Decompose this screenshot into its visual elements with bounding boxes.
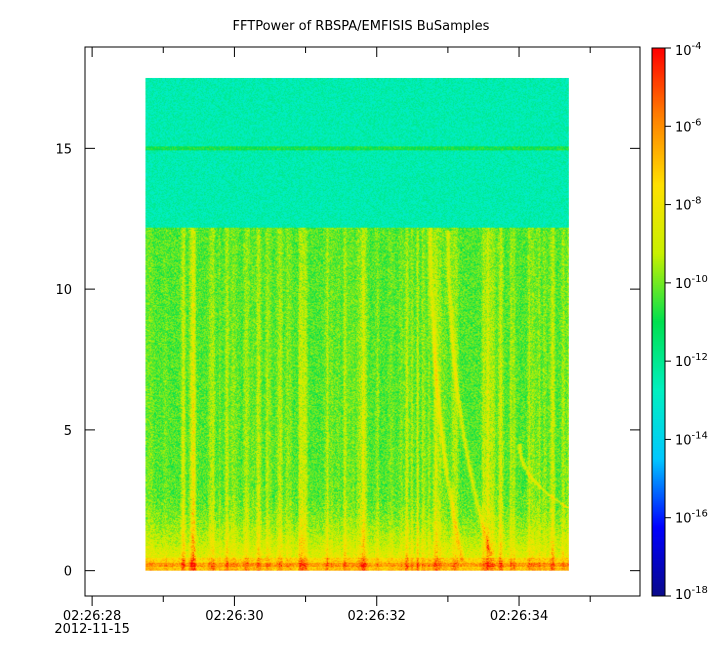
spectrogram-image xyxy=(145,77,569,571)
x-date-label: 2012-11-15 xyxy=(54,622,130,637)
colorbar-tick-label: 10-16 xyxy=(675,509,708,527)
colorbar-axis: 10-4 10-6 10-8 10-10 10-12 10-14 10-16 10-18 xyxy=(665,41,708,603)
y-axis: 0 5 10 15 xyxy=(55,142,640,580)
y-tick-label: 5 xyxy=(64,424,72,439)
y-tick-label: 10 xyxy=(55,283,72,298)
colorbar-tick-label: 10-4 xyxy=(675,41,702,59)
colorbar-image xyxy=(652,48,665,596)
chart-title: FFTPower of RBSPA/EMFISIS BuSamples xyxy=(233,19,490,34)
colorbar-tick-label: 10-14 xyxy=(675,430,708,448)
colorbar-tick-label: 10-8 xyxy=(675,196,702,214)
y-tick-label: 0 xyxy=(64,565,72,580)
colorbar-tick-label: 10-12 xyxy=(675,352,708,370)
x-tick-label: 02:26:34 xyxy=(490,609,548,624)
y-tick-label: 15 xyxy=(55,142,72,157)
x-tick-label: 02:26:30 xyxy=(205,609,263,624)
x-axis: 02:26:28 02:26:30 02:26:32 02:26:34 2012-11-… xyxy=(54,47,591,637)
colorbar-frame xyxy=(651,47,666,597)
x-tick-label: 02:26:32 xyxy=(348,609,406,624)
colorbar-tick-label: 10-10 xyxy=(675,274,708,292)
x-tick-label: 02:26:28 xyxy=(63,609,121,624)
colorbar-tick-label: 10-18 xyxy=(675,585,708,603)
colorbar-tick-label: 10-6 xyxy=(675,117,702,135)
